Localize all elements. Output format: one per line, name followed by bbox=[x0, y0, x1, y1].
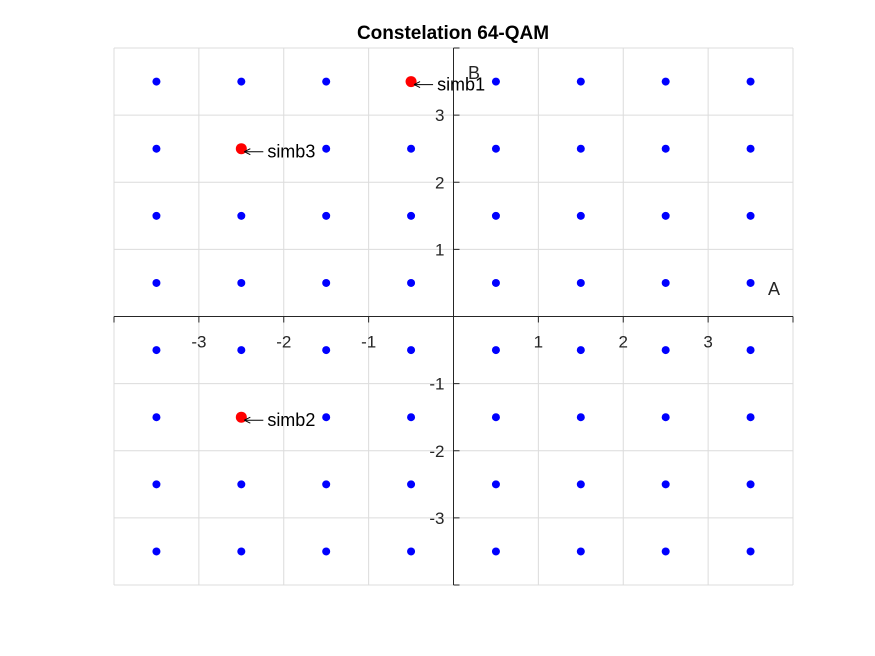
constellation-point bbox=[576, 144, 585, 153]
annotation-arrow-head bbox=[413, 81, 421, 89]
constellation-point bbox=[661, 278, 670, 287]
y-axis-label: B bbox=[468, 63, 480, 83]
constellation-point bbox=[576, 211, 585, 220]
tick-labels: -3 -2 -1 1 2 3 -3 -2 -1 1 2 3 bbox=[191, 106, 713, 528]
constellation-point bbox=[152, 346, 161, 355]
constellation-point bbox=[407, 547, 416, 556]
constellation-point bbox=[322, 77, 331, 86]
constellation-point bbox=[746, 547, 755, 556]
constellation-point bbox=[407, 480, 416, 489]
x-tick-label: 1 bbox=[534, 333, 543, 352]
highlighted-symbols: simb1 simb2 simb3 bbox=[235, 75, 485, 430]
constellation-point bbox=[746, 278, 755, 287]
constellation-point bbox=[322, 413, 331, 422]
y-tick-label: 2 bbox=[435, 173, 444, 192]
highlight-point-simb2 bbox=[235, 411, 247, 423]
constellation-point bbox=[491, 480, 500, 489]
constellation-point bbox=[576, 278, 585, 287]
annotation-label-simb3: simb3 bbox=[267, 142, 315, 162]
constellation-point bbox=[322, 211, 331, 220]
x-tick-label: 2 bbox=[619, 333, 628, 352]
chart-title: Constelation 64-QAM bbox=[357, 23, 549, 44]
constellation-point bbox=[576, 413, 585, 422]
constellation-point bbox=[661, 211, 670, 220]
constellation-point bbox=[322, 278, 331, 287]
constellation-point bbox=[407, 278, 416, 287]
constellation-point bbox=[237, 211, 246, 220]
constellation-point bbox=[491, 346, 500, 355]
x-tick-label: -1 bbox=[361, 333, 376, 352]
constellation-point bbox=[661, 144, 670, 153]
constellation-point bbox=[746, 211, 755, 220]
constellation-point bbox=[746, 346, 755, 355]
constellation-point bbox=[407, 346, 416, 355]
constellation-point bbox=[491, 144, 500, 153]
constellation-point bbox=[661, 346, 670, 355]
constellation-point bbox=[322, 547, 331, 556]
constellation-point bbox=[407, 413, 416, 422]
y-tick-label: -3 bbox=[429, 509, 444, 528]
constellation-point bbox=[576, 77, 585, 86]
annotation-arrow-head bbox=[244, 148, 251, 156]
constellation-point bbox=[322, 144, 331, 153]
axes bbox=[113, 47, 794, 586]
constellation-point bbox=[237, 278, 246, 287]
constellation-point bbox=[576, 346, 585, 355]
constellation-point bbox=[407, 211, 416, 220]
constellation-point bbox=[746, 413, 755, 422]
constellation-point bbox=[576, 547, 585, 556]
constellation-point bbox=[746, 77, 755, 86]
constellation-point bbox=[491, 547, 500, 556]
constellation-point bbox=[237, 547, 246, 556]
constellation-point bbox=[576, 480, 585, 489]
constellation-point bbox=[237, 346, 246, 355]
constellation-point bbox=[152, 480, 161, 489]
constellation-point bbox=[322, 480, 331, 489]
constellation-point bbox=[661, 77, 670, 86]
y-tick-label: 1 bbox=[435, 240, 444, 259]
x-tick-label: 3 bbox=[703, 333, 712, 352]
constellation-point bbox=[237, 77, 246, 86]
annotation-label-simb1: simb1 bbox=[437, 75, 485, 95]
y-tick-label: -1 bbox=[429, 375, 444, 394]
constellation-point bbox=[746, 480, 755, 489]
constellation-point bbox=[491, 77, 500, 86]
constellation-point bbox=[152, 211, 161, 220]
annotation-label-simb2: simb2 bbox=[267, 410, 315, 430]
constellation-point bbox=[152, 547, 161, 556]
constellation-point bbox=[491, 278, 500, 287]
constellation-point bbox=[661, 413, 670, 422]
constellation-point bbox=[491, 413, 500, 422]
constellation-point bbox=[322, 346, 331, 355]
highlight-point-simb3 bbox=[235, 143, 247, 155]
highlight-point-simb1 bbox=[405, 76, 417, 88]
constellation-point bbox=[407, 144, 416, 153]
constellation-point bbox=[152, 77, 161, 86]
constellation-point bbox=[746, 144, 755, 153]
constellation-point bbox=[237, 480, 246, 489]
y-tick-label: 3 bbox=[435, 106, 444, 125]
constellation-point bbox=[152, 413, 161, 422]
constellation-point bbox=[152, 144, 161, 153]
constellation-point bbox=[491, 211, 500, 220]
constellation-point bbox=[661, 547, 670, 556]
x-tick-label: -2 bbox=[276, 333, 291, 352]
constellation-point bbox=[152, 278, 161, 287]
annotation-arrow-head bbox=[244, 416, 251, 424]
constellation-point bbox=[661, 480, 670, 489]
x-axis-label: A bbox=[768, 279, 780, 299]
y-tick-label: -2 bbox=[429, 442, 444, 461]
x-tick-label: -3 bbox=[191, 333, 206, 352]
